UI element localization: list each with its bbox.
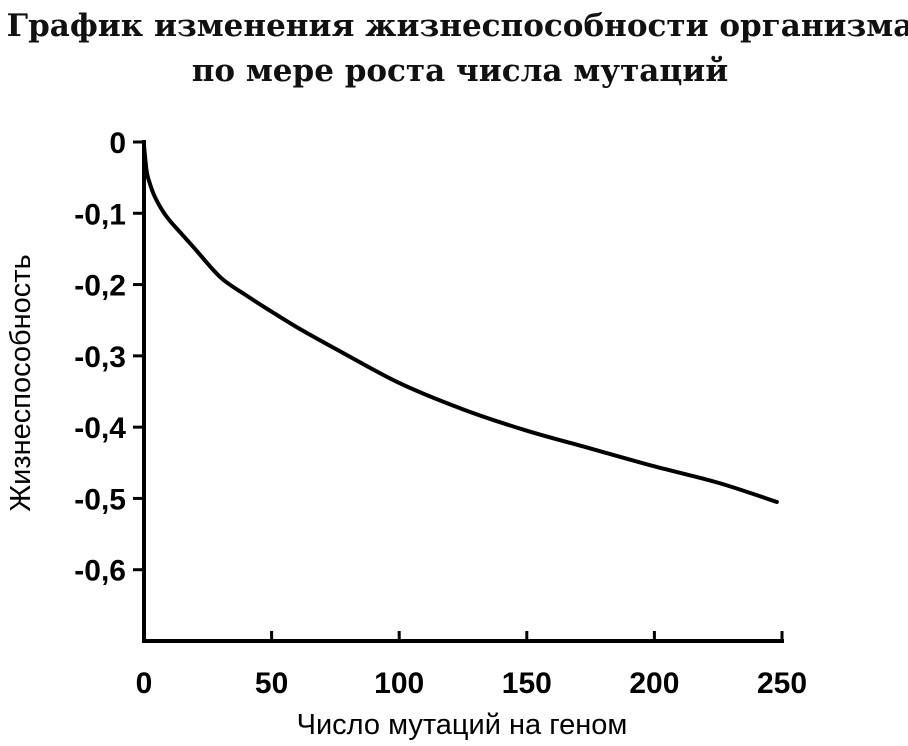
axes [142, 140, 784, 643]
series-layer [142, 143, 779, 504]
x-tick-label: 250 [757, 667, 807, 700]
series-line-0 [142, 143, 779, 504]
x-tick-label: 100 [374, 667, 424, 700]
y-tick-label: -0,2 [74, 270, 126, 303]
x-axis-ticks: 0 50 100 150 200 250 [136, 631, 807, 700]
x-tick-label: 150 [502, 667, 552, 700]
y-axis-ticks: 0 -0,1 -0,2 -0,3 -0,4 -0,5 -0,6 [74, 127, 144, 588]
y-axis-label: Жизнеспособность [5, 254, 37, 511]
x-tick-label: 50 [255, 667, 288, 700]
y-tick-label: -0,6 [74, 555, 126, 588]
chart-title-line-2: по мере роста числа мутаций [192, 53, 729, 89]
y-tick-label: -0,5 [74, 483, 126, 516]
x-axis-label: Число мутаций на геном [297, 709, 628, 741]
y-tick-label: -0,3 [74, 341, 126, 374]
x-tick-label: 0 [136, 667, 153, 700]
y-tick-label: 0 [109, 127, 126, 160]
y-tick-label: -0,4 [74, 412, 126, 445]
chart-title-line-1: График изменения жизнеспособности органи… [7, 8, 908, 44]
y-tick-label: -0,1 [74, 198, 126, 231]
x-tick-label: 200 [629, 667, 679, 700]
